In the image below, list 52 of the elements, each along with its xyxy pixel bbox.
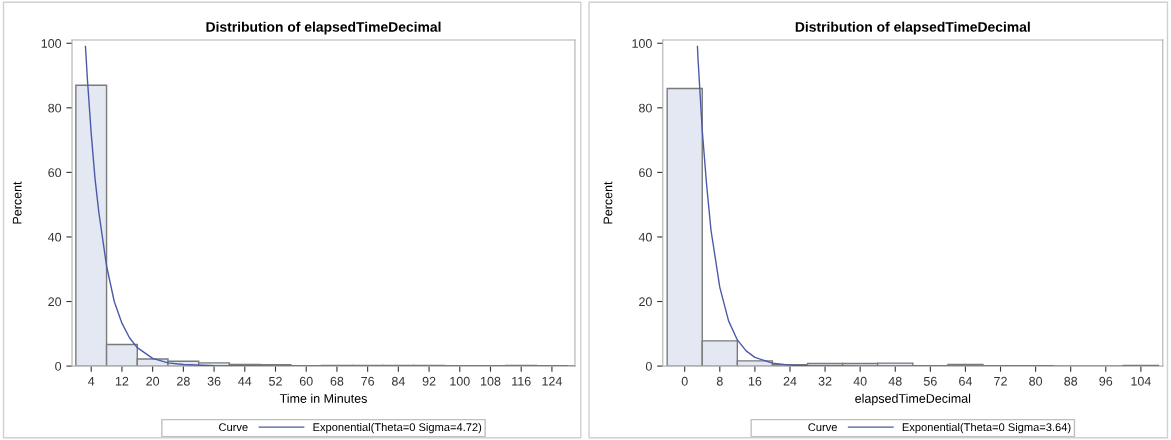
legend-title: Curve: [219, 423, 248, 432]
x-tick-label: 4: [88, 376, 95, 386]
x-tick-label: 76: [361, 376, 375, 386]
x-tick-label: 36: [207, 376, 221, 386]
y-tick-label: 0: [55, 361, 62, 371]
x-tick-label: 68: [330, 376, 344, 386]
x-tick-label: 44: [238, 376, 252, 386]
y-tick-label: 100: [41, 39, 62, 48]
legend-label: Exponential(Theta=0 Sigma=4.72): [313, 422, 482, 434]
x-tick-label: 84: [391, 376, 405, 386]
x-tick-label: 56: [923, 376, 937, 386]
y-tick-label: 60: [639, 168, 652, 178]
y-tick-label: 80: [48, 103, 62, 113]
y-tick-label: 40: [47, 232, 62, 242]
x-tick-label: 48: [888, 376, 902, 386]
legend-label: Exponential(Theta=0 Sigma=3.64): [902, 422, 1071, 434]
y-tick-label: 20: [48, 297, 62, 307]
x-tick-label: 88: [1064, 376, 1078, 386]
x-tick-label: 64: [959, 376, 973, 386]
y-tick-label: 60: [48, 168, 62, 178]
x-tick-label: 108: [481, 376, 501, 386]
x-tick-label: 60: [299, 376, 313, 386]
chart-title: Distribution of elapsedTimeDecimal: [206, 21, 441, 35]
y-tick-label: 80: [639, 103, 652, 113]
y-tick-label: 0: [645, 361, 652, 371]
y-tick-label: 20: [639, 297, 652, 307]
x-axis-title: elapsedTimeDecimal: [855, 393, 971, 406]
x-tick-label: 28: [177, 376, 190, 386]
x-axis-title: Time in Minutes: [279, 393, 367, 403]
y-axis-title: Percent: [12, 181, 22, 224]
x-tick-label: 20: [146, 376, 160, 386]
x-tick-label: 32: [818, 376, 832, 386]
y-axis-title: Percent: [603, 181, 613, 224]
x-tick-label: 72: [994, 376, 1007, 386]
x-tick-label: 92: [422, 376, 436, 386]
x-tick-label: 100: [450, 376, 470, 386]
chart-title: Distribution of elapsedTimeDecimal: [795, 21, 1030, 35]
x-tick-label: 104: [1131, 376, 1151, 386]
x-tick-label: 124: [542, 376, 562, 386]
x-tick-label: 8: [716, 376, 723, 386]
y-tick-label: 100: [632, 39, 652, 48]
y-tick-label: 40: [638, 232, 652, 242]
x-tick-label: 24: [783, 376, 797, 386]
x-tick-label: 96: [1099, 376, 1113, 386]
legend-title: Curve: [808, 423, 837, 432]
x-tick-label: 52: [269, 376, 282, 386]
x-tick-label: 16: [748, 376, 762, 386]
x-tick-label: 80: [1029, 376, 1043, 386]
x-tick-label: 0: [681, 376, 688, 386]
x-tick-label: 116: [512, 376, 531, 386]
x-tick-label: 12: [115, 376, 129, 386]
x-tick-label: 40: [853, 376, 867, 386]
